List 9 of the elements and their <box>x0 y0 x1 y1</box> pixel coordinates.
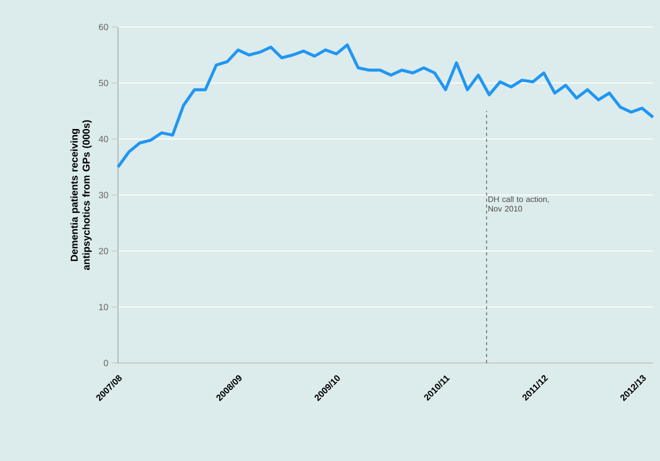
y-tick-label: 20 <box>98 248 108 254</box>
y-axis-title: Dementia patients receiving antipsychotics from GPs (000s) <box>70 120 92 270</box>
y-tick-label: 50 <box>98 80 108 86</box>
y-tick-label: 10 <box>99 304 108 310</box>
y-tick-label: 0 <box>104 360 108 366</box>
y-tick-label: 30 <box>98 192 108 198</box>
line-series <box>116 43 654 168</box>
y-tick-label: 60 <box>98 24 108 30</box>
y-tick-label: 40 <box>98 136 108 142</box>
